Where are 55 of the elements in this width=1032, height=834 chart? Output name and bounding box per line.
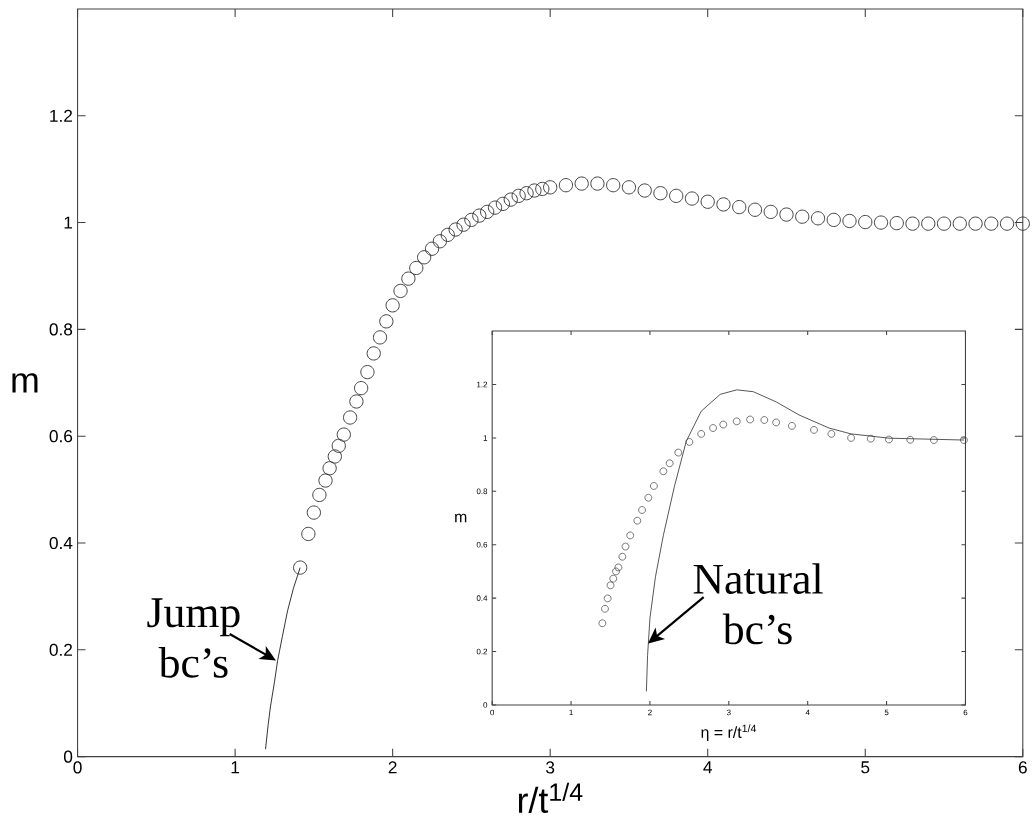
y-axis-title: m xyxy=(12,373,38,393)
point xyxy=(719,420,728,429)
point xyxy=(930,436,938,444)
line-series xyxy=(646,389,965,692)
point xyxy=(906,435,915,444)
point xyxy=(709,424,717,432)
point xyxy=(612,567,620,576)
y-tick-label: 1.2 xyxy=(50,109,73,122)
x-tick-label: 1 xyxy=(231,761,240,774)
point xyxy=(621,542,630,551)
point xyxy=(960,436,968,444)
point xyxy=(618,552,627,561)
x-axis-title: η = r/t$^{1/4}$ xyxy=(701,724,757,742)
y-tick-label: 0.2 xyxy=(49,643,73,656)
point xyxy=(746,415,754,424)
y-tick-label: 0.8 xyxy=(49,323,73,336)
y-tick-label: 0.6 xyxy=(49,430,73,443)
point xyxy=(788,422,796,430)
x-tick-label: 3 xyxy=(546,761,555,774)
point xyxy=(609,574,618,583)
x-tick-label: 6 xyxy=(1018,761,1027,774)
point xyxy=(626,531,634,540)
point xyxy=(827,430,836,438)
point xyxy=(638,506,646,514)
point xyxy=(674,448,683,457)
point xyxy=(601,604,609,613)
point xyxy=(732,417,741,426)
y-tick-label: 1 xyxy=(64,216,73,229)
x-tick-label: 0 xyxy=(73,761,82,774)
point xyxy=(644,493,653,502)
point xyxy=(867,434,875,443)
point xyxy=(603,594,612,603)
point xyxy=(685,438,694,446)
point xyxy=(633,516,642,525)
annotation: Jump bc’s xyxy=(147,598,240,678)
y-axis-title: m xyxy=(455,513,467,523)
point xyxy=(810,426,818,434)
point xyxy=(772,418,780,427)
x-tick-label: 4 xyxy=(703,761,713,774)
point xyxy=(665,459,674,467)
y-tick-label: 0 xyxy=(63,750,73,763)
y-tick-label: 0.4 xyxy=(49,536,73,550)
x-tick-label: 5 xyxy=(861,761,870,774)
point xyxy=(650,482,658,490)
point xyxy=(697,430,705,438)
point xyxy=(659,467,668,475)
point xyxy=(760,416,769,424)
x-tick-label: 2 xyxy=(388,761,397,774)
point xyxy=(598,619,607,627)
point xyxy=(885,435,893,444)
point xyxy=(606,581,615,589)
annotation: Natural bc’s xyxy=(693,563,823,645)
x-axis-title: r/t$^{1/4}$ xyxy=(518,782,583,814)
point xyxy=(847,434,855,442)
point xyxy=(614,563,623,572)
